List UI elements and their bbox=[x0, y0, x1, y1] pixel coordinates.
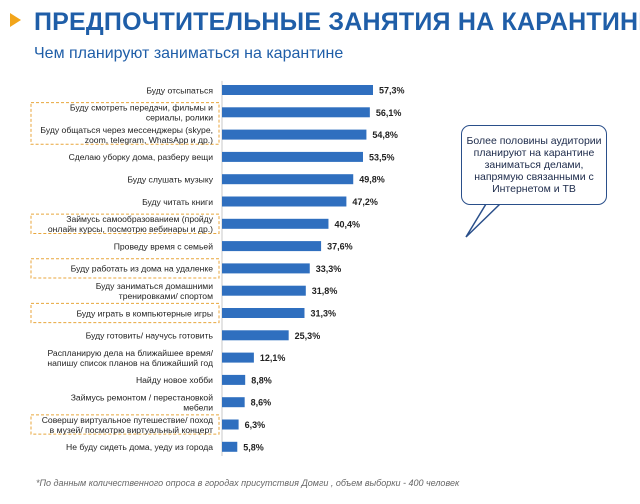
category-label-line: Буду общаться через мессенджеры (skype, bbox=[40, 125, 213, 135]
category-label: Не буду сидеть дома, уеду из города bbox=[66, 442, 213, 452]
category-label: Займусь ремонтом / перестановкой мебели bbox=[71, 393, 213, 413]
value-label: 33,3% bbox=[316, 264, 342, 274]
category-label: Буду заниматься домашними тренировками/ с… bbox=[96, 281, 214, 301]
category-label-line: Буду работать из дома на удаленке bbox=[71, 264, 214, 274]
value-label: 57,3% bbox=[379, 86, 405, 96]
category-label-line: Буду заниматься домашними bbox=[96, 281, 214, 291]
callout-box: Более половины аудитории планируют на ка… bbox=[461, 125, 607, 205]
category-label-line: онлайн курсы, посмотрю вебинары и др.) bbox=[48, 224, 213, 234]
bar bbox=[222, 397, 245, 408]
category-label-line: Найду новое хобби bbox=[136, 375, 213, 385]
category-label: Совершу виртуальное путешествие/ поход в … bbox=[42, 415, 213, 435]
value-label: 31,3% bbox=[310, 309, 336, 319]
bar bbox=[222, 374, 246, 385]
category-label: Буду работать из дома на удаленке bbox=[71, 264, 214, 274]
bar bbox=[222, 441, 238, 452]
category-label-line: тренировками/ спортом bbox=[119, 291, 213, 301]
bar bbox=[222, 85, 373, 95]
category-label-line: Сделаю уборку дома, разберу вещи bbox=[69, 152, 214, 162]
highlight-frame bbox=[30, 302, 220, 324]
highlight-frame bbox=[30, 414, 220, 435]
category-label-line: Распланирую дела на ближайшее время/ bbox=[47, 348, 213, 358]
category-label: Сделаю уборку дома, разберу вещи bbox=[69, 152, 214, 162]
category-label-line: Совершу виртуальное путешествие/ поход bbox=[42, 415, 213, 425]
highlight-frame bbox=[30, 258, 220, 279]
value-label: 37,6% bbox=[327, 242, 353, 252]
highlight-frame bbox=[30, 213, 220, 234]
category-label-line: Буду смотреть передачи, фильмы и bbox=[70, 103, 213, 113]
category-label: Буду смотреть передачи, фильмы и сериалы,… bbox=[70, 103, 213, 123]
callout-text: Более половины аудитории планируют на ка… bbox=[466, 135, 602, 195]
category-label: Буду читать книги bbox=[142, 197, 213, 207]
category-label: Проведу время с семьей bbox=[114, 241, 213, 251]
value-label: 53,5% bbox=[369, 152, 395, 162]
value-label: 6,3% bbox=[245, 420, 266, 430]
category-label-line: Займусь ремонтом / перестановкой bbox=[71, 393, 213, 403]
category-label-line: напишу список планов на ближайший год bbox=[47, 358, 213, 368]
value-label: 56,1% bbox=[376, 108, 402, 118]
value-label: 12,1% bbox=[260, 353, 286, 363]
category-label-line: zoom, telegram, WhatsApp и др.) bbox=[85, 135, 213, 145]
footnote: *По данным количественного опроса в горо… bbox=[36, 478, 460, 488]
category-label-line: Буду играть в компьютерные игры bbox=[76, 308, 213, 318]
chart-subtitle: Чем планируют заниматься на карантине bbox=[34, 45, 344, 62]
category-label-line: Не буду сидеть дома, уеду из города bbox=[66, 442, 213, 452]
bar bbox=[222, 129, 367, 140]
category-label: Буду отсыпаться bbox=[146, 85, 213, 95]
category-label-line: мебели bbox=[183, 403, 213, 413]
value-label: 47,2% bbox=[352, 197, 378, 207]
bar bbox=[222, 308, 305, 318]
bar bbox=[222, 151, 363, 162]
value-label: 5,8% bbox=[243, 442, 264, 452]
value-label: 25,3% bbox=[295, 331, 321, 341]
value-label: 54,8% bbox=[372, 130, 398, 140]
category-label-line: Буду слушать музыку bbox=[127, 175, 213, 185]
category-label-line: Проведу время с семьей bbox=[114, 241, 213, 251]
bar bbox=[222, 174, 354, 185]
value-label: 8,6% bbox=[251, 398, 272, 408]
category-label-line: сериалы, ролики bbox=[146, 113, 213, 123]
bar bbox=[222, 330, 289, 341]
value-label: 49,8% bbox=[359, 175, 385, 185]
bar bbox=[222, 285, 306, 296]
bar bbox=[222, 263, 310, 274]
bar bbox=[222, 352, 254, 363]
category-label-line: в музей/ посмотрю виртуальный концерт bbox=[50, 425, 213, 435]
category-label: Буду общаться через мессенджеры (skype, z… bbox=[40, 125, 213, 145]
bar bbox=[222, 241, 322, 252]
bar bbox=[222, 419, 239, 430]
category-label: Буду играть в компьютерные игры bbox=[76, 308, 213, 318]
category-label: Займусь самообразованием (пройду онлайн к… bbox=[48, 214, 214, 234]
bar bbox=[222, 218, 329, 229]
category-label: Буду готовить/ научусь готовить bbox=[86, 331, 214, 341]
category-label-line: Буду читать книги bbox=[142, 197, 213, 207]
category-label: Буду слушать музыку bbox=[127, 175, 213, 185]
value-label: 31,8% bbox=[312, 286, 338, 296]
page-title: ПРЕДПОЧТИТЕЛЬНЫЕ ЗАНЯТИЯ НА КАРАНТИНЕ bbox=[34, 8, 640, 36]
bar bbox=[222, 196, 347, 207]
bar bbox=[222, 107, 370, 118]
category-label: Распланирую дела на ближайшее время/напи… bbox=[47, 348, 213, 368]
value-label: 8,8% bbox=[251, 375, 272, 385]
category-label-line: Займусь самообразованием (пройду bbox=[66, 214, 213, 224]
value-label: 40,4% bbox=[334, 219, 360, 229]
category-label-line: Буду отсыпаться bbox=[146, 85, 213, 95]
title-marker-icon bbox=[10, 13, 21, 27]
category-label-line: Буду готовить/ научусь готовить bbox=[86, 331, 214, 341]
category-label: Найду новое хобби bbox=[136, 375, 213, 385]
